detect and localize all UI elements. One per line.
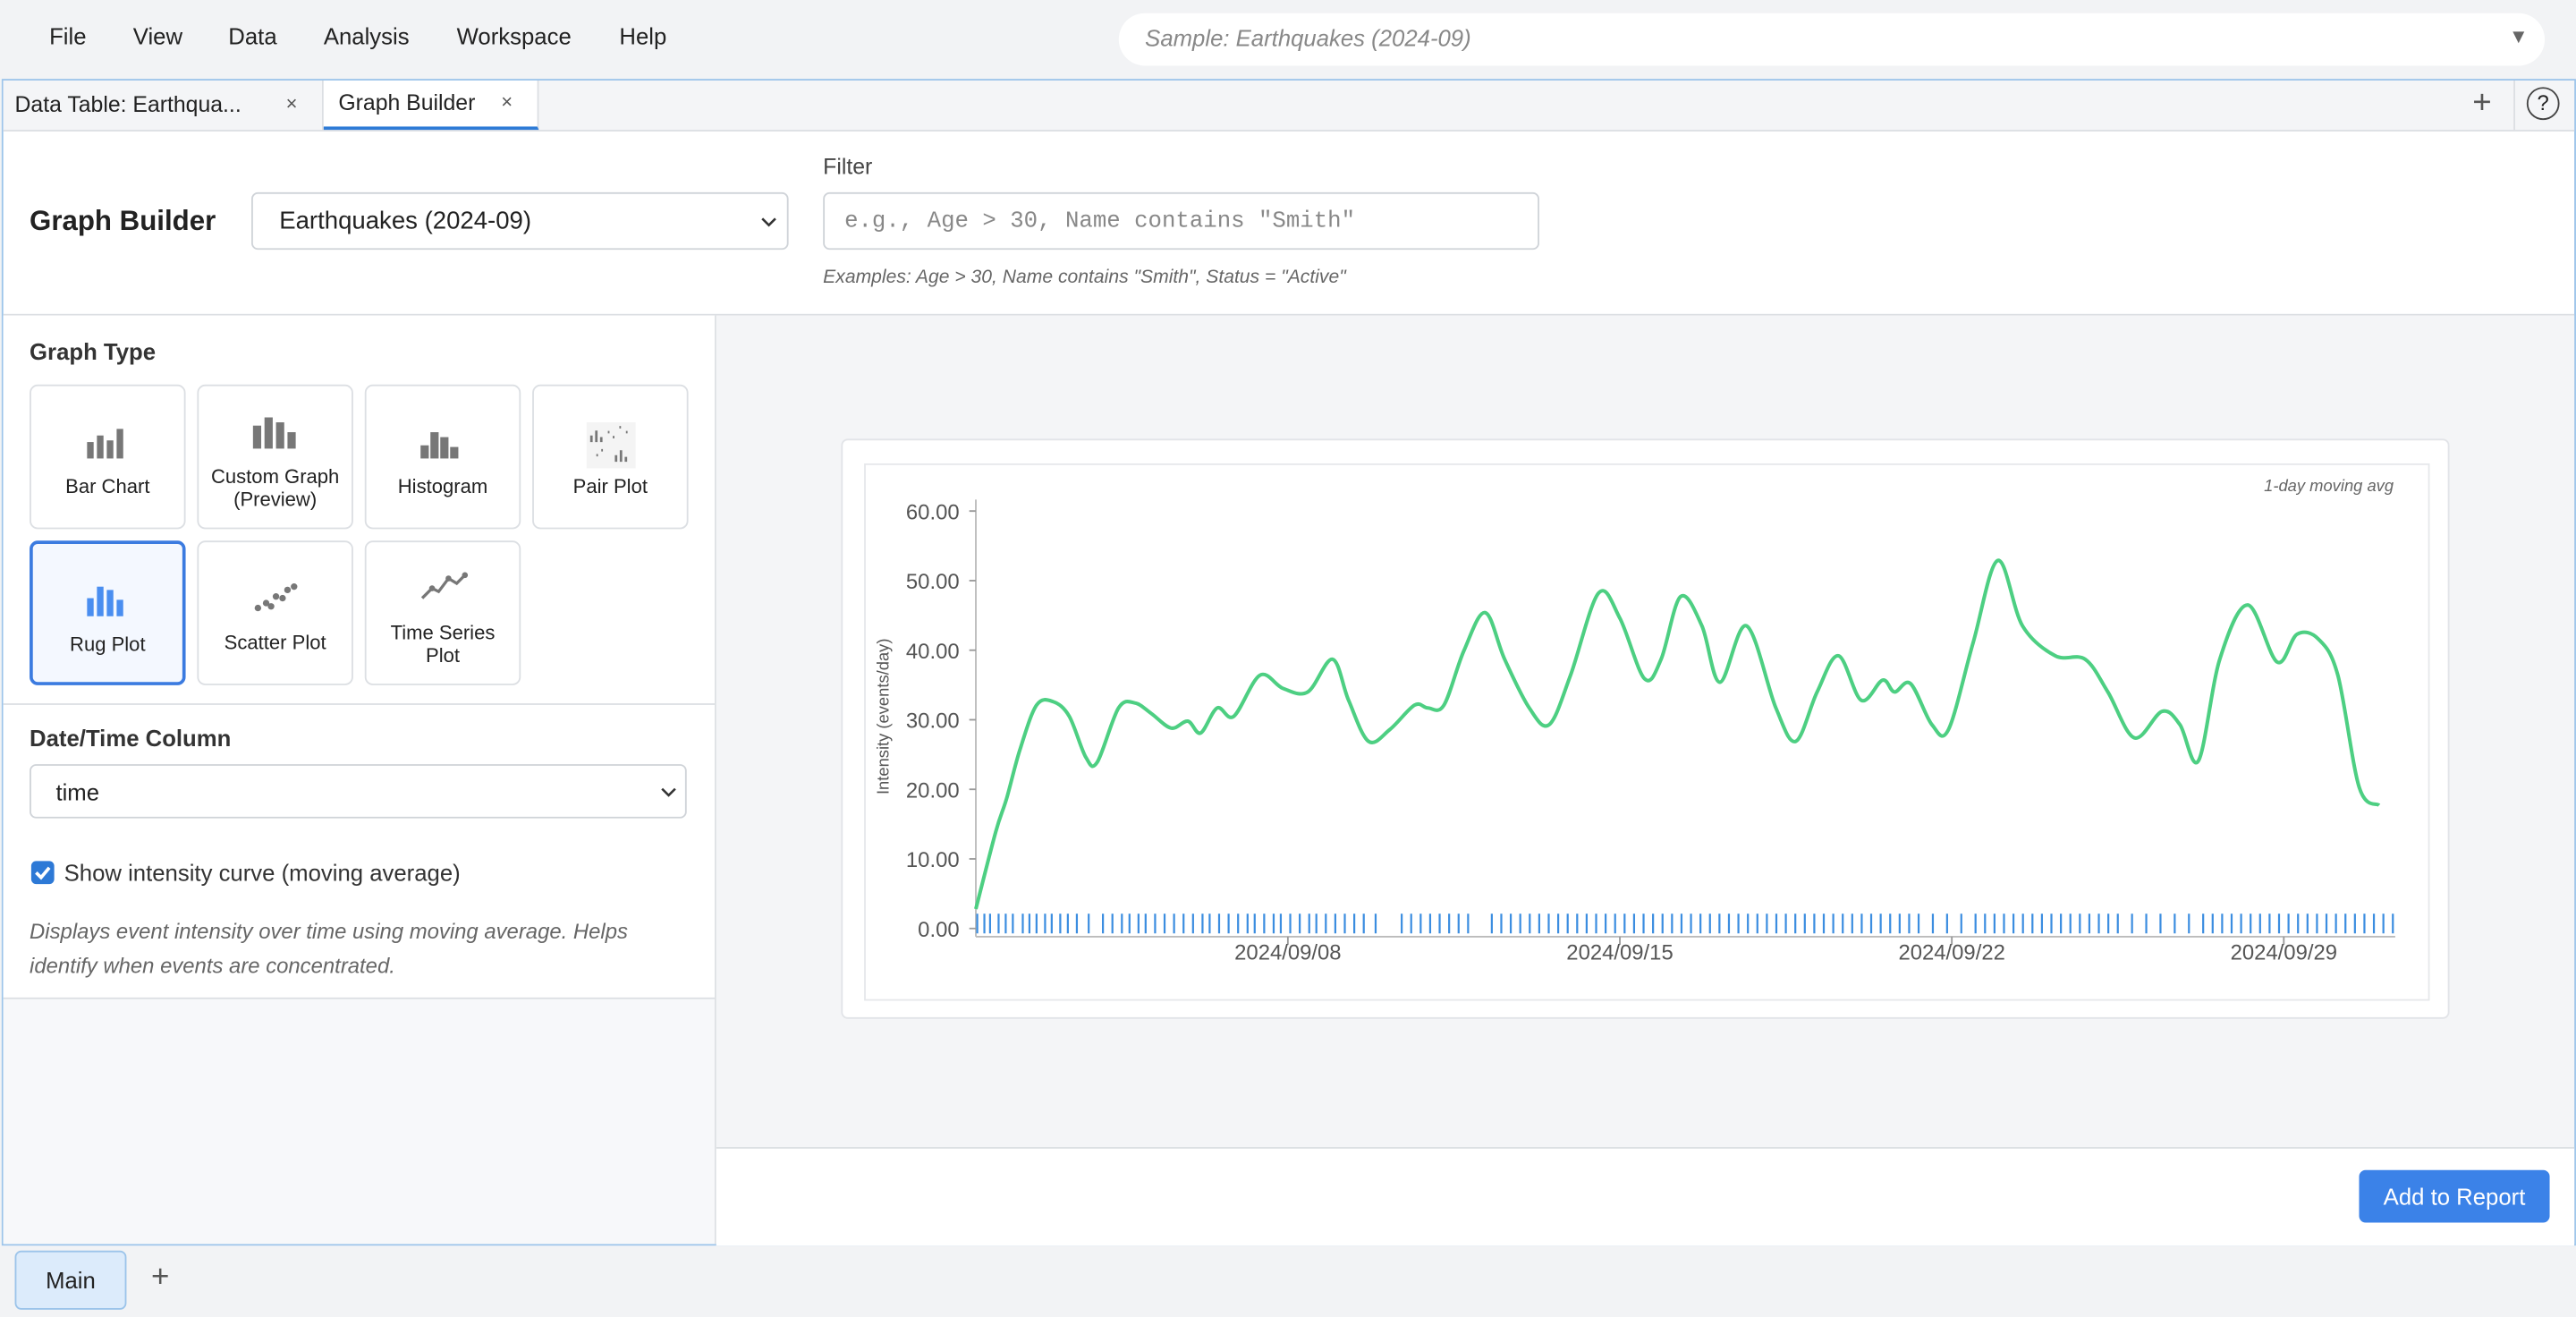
tab[interactable]: Data Table: Earthqua... × bbox=[4, 80, 324, 131]
add-sheet[interactable]: + bbox=[150, 1260, 170, 1296]
section-label: Date/Time Column bbox=[30, 724, 232, 752]
annotation: 1-day moving avg bbox=[2264, 476, 2394, 495]
close-icon[interactable]: × bbox=[285, 91, 298, 115]
sample-text: Sample: Earthquakes (2024-09) bbox=[1145, 24, 1471, 51]
placeholder: e.g., Age > 30, Name contains "Smith" bbox=[844, 208, 1356, 235]
button-label: Rug Plot bbox=[70, 633, 146, 656]
chart: 0.00 10.00 20.00 30.00 40.00 50.00 60.00 2024/0… bbox=[864, 463, 2430, 1001]
x-tick-label: 2024/09/15 bbox=[1566, 941, 1673, 965]
description: Displays event intensity over time using… bbox=[30, 918, 628, 978]
dataset: Earthquakes (2024-09) bbox=[279, 207, 532, 235]
icon bbox=[419, 572, 468, 599]
footer: Add to Report bbox=[716, 1147, 2575, 1246]
graph-type-panel: Graph Type Bar Chart Custom Graph (Previe… bbox=[3, 315, 715, 705]
y-tick-label: 60.00 bbox=[906, 500, 960, 524]
column: time bbox=[55, 778, 100, 805]
graph-type-button[interactable]: Pair Plot bbox=[532, 384, 689, 530]
menu-item[interactable]: Help bbox=[619, 22, 667, 50]
filter-input[interactable]: e.g., Age > 30, Name contains "Smith" bbox=[823, 191, 1539, 251]
button-label: Pair Plot bbox=[572, 474, 648, 498]
section-label: Graph Type bbox=[30, 338, 157, 365]
tab-label: Data Table: Earthqua... bbox=[14, 91, 242, 117]
graph-type-button[interactable]: Bar Chart bbox=[30, 384, 186, 530]
checkbox[interactable] bbox=[30, 861, 55, 885]
help-icon: ? bbox=[2526, 87, 2560, 121]
column-select[interactable]: time bbox=[30, 764, 687, 819]
tab-label: Graph Builder bbox=[338, 90, 476, 115]
y-tick-label: 0.00 bbox=[918, 918, 959, 942]
y-axis-label: Intensity (events/day) bbox=[874, 639, 893, 794]
x-tick-label: 2024/09/08 bbox=[1234, 941, 1341, 965]
sample-select[interactable]: Sample: Earthquakes (2024-09) ▼ bbox=[1118, 13, 2546, 66]
menu-item[interactable]: Workspace bbox=[456, 22, 572, 50]
y-tick-label: 30.00 bbox=[906, 709, 960, 734]
button-label: Custom Graph (Preview) bbox=[210, 464, 340, 512]
icon bbox=[253, 583, 297, 612]
tab-bar: Data Table: Earthqua... × Graph Builder … bbox=[3, 80, 2576, 132]
intensity-line bbox=[974, 558, 2381, 910]
menu-item[interactable]: Data bbox=[228, 22, 277, 50]
check bbox=[35, 866, 51, 880]
title: Graph Builder bbox=[30, 205, 216, 237]
chevron bbox=[761, 217, 776, 227]
y-tick-label: 40.00 bbox=[906, 640, 960, 664]
button-label: Histogram bbox=[397, 474, 488, 498]
graph-type-button[interactable]: Rug Plot bbox=[30, 540, 186, 685]
caret: ▼ bbox=[2508, 24, 2529, 48]
add-to-report[interactable]: Add to Report bbox=[2359, 1169, 2550, 1223]
close-icon[interactable]: × bbox=[501, 90, 513, 114]
options-panel: Date/Time Column time Show intensity cur… bbox=[3, 704, 715, 999]
y-tick-label: 20.00 bbox=[906, 778, 960, 803]
checkbox-label: Show intensity curve (moving average) bbox=[64, 859, 461, 886]
menu-item[interactable]: View bbox=[132, 22, 183, 50]
icon bbox=[251, 417, 295, 449]
help[interactable]: ? bbox=[2513, 80, 2576, 131]
x-tick-label: 2024/09/22 bbox=[1898, 941, 2004, 965]
chevron bbox=[661, 787, 676, 797]
filter-examples: Examples: Age > 30, Name contains "Smith… bbox=[823, 268, 1346, 288]
x-tick-label: 2024/09/29 bbox=[2231, 941, 2337, 965]
sidebar: Graph Type Bar Chart Custom Graph (Previe… bbox=[3, 315, 716, 1245]
icon bbox=[419, 432, 458, 459]
button-label: Time Series Plot bbox=[390, 621, 496, 667]
filter-label: Filter bbox=[823, 154, 873, 180]
icon bbox=[585, 422, 635, 469]
icon bbox=[86, 429, 123, 459]
tab-active[interactable]: Graph Builder × bbox=[323, 80, 539, 131]
menu-item[interactable]: Analysis bbox=[323, 22, 410, 50]
y-tick-label: 50.00 bbox=[906, 570, 960, 594]
menu-item[interactable]: File bbox=[49, 22, 87, 50]
header: Graph Builder Earthquakes (2024-09) Filt… bbox=[3, 132, 2575, 316]
icon bbox=[86, 586, 123, 616]
add-tab[interactable]: + bbox=[2472, 85, 2492, 122]
graph-type-button[interactable]: Scatter Plot bbox=[197, 540, 353, 685]
graph-type-button[interactable]: Histogram bbox=[364, 384, 521, 530]
graph-type-button[interactable]: Custom Graph (Preview) bbox=[197, 384, 353, 530]
graph-type-button[interactable]: Time Series Plot bbox=[364, 540, 521, 685]
button-label: Bar Chart bbox=[65, 474, 150, 498]
y-tick-label: 10.00 bbox=[906, 848, 960, 872]
button-label: Scatter Plot bbox=[224, 631, 326, 655]
dataset-select[interactable]: Earthquakes (2024-09) bbox=[251, 191, 789, 251]
sheet-tab[interactable]: Main bbox=[14, 1250, 127, 1310]
